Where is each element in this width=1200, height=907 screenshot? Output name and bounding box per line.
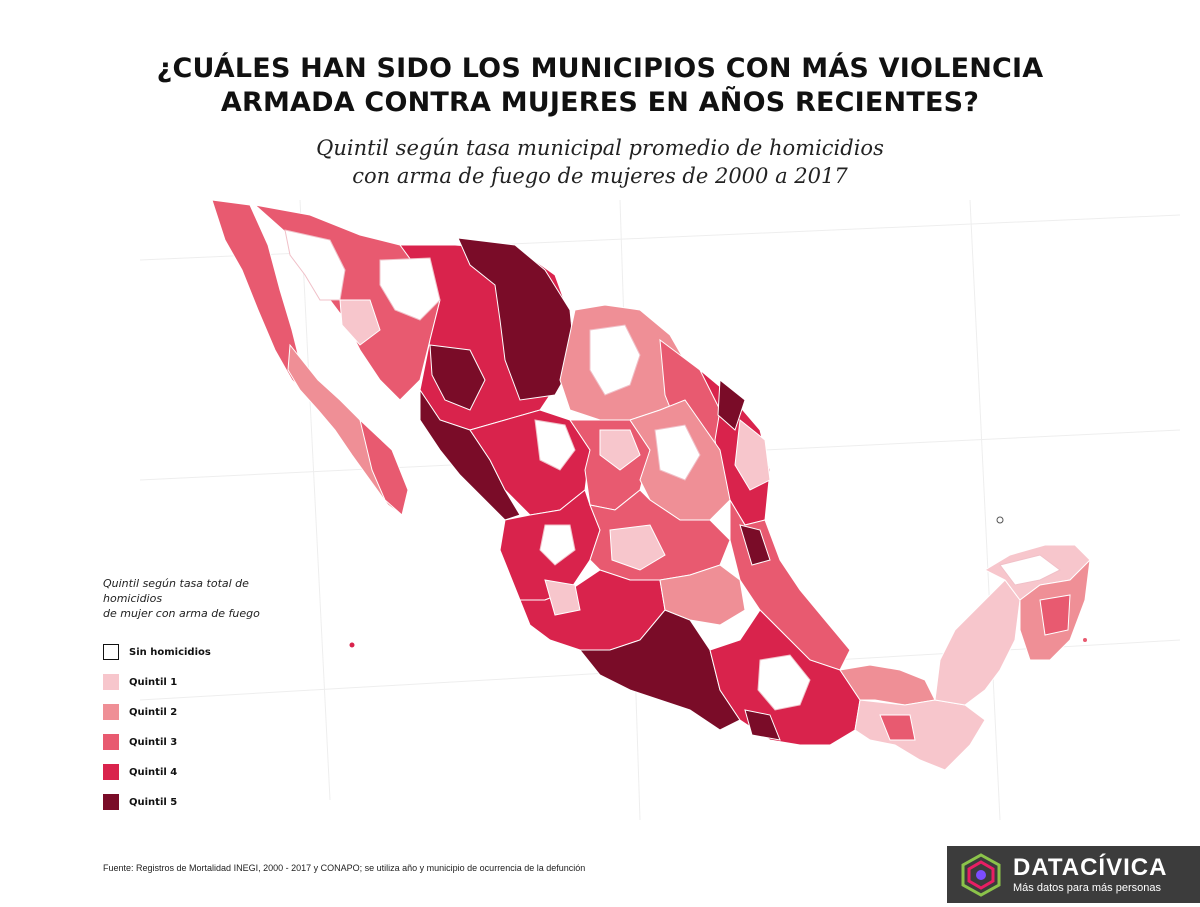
region-morelos-mex: [659, 564, 746, 626]
region-campeche: [934, 579, 1021, 706]
legend-title-line-1: Quintil según tasa total de homicidios: [103, 577, 249, 605]
legend-label: Sin homicidios: [129, 646, 211, 658]
region-oaxaca-q5: [744, 709, 781, 741]
region-chiapas-q3: [879, 714, 916, 741]
title-line-1: ¿CUÁLES HAN SIDO LOS MUNICIPIOS CON MÁS …: [156, 53, 1044, 84]
legend-swatch: [103, 734, 119, 750]
legend-swatch: [103, 764, 119, 780]
brand-name: DATACÍVICA: [1013, 853, 1168, 881]
region-chihuahua-q5: [457, 237, 576, 401]
region-jalisco-white: [539, 524, 576, 566]
legend-swatch: [103, 674, 119, 690]
brand-text: DATACÍVICA Más datos para más personas: [1013, 853, 1168, 895]
island-marker: [349, 642, 355, 648]
region-tamaulipas-q1: [734, 419, 771, 491]
region-chihuahua-q5b: [429, 344, 486, 411]
region-coahuila-white: [589, 324, 641, 396]
brand-tagline: Más datos para más personas: [1013, 881, 1161, 894]
legend-item-quintil-5: Quintil 5: [103, 787, 303, 817]
region-chiapas: [854, 699, 986, 771]
legend-item-quintil-2: Quintil 2: [103, 697, 303, 727]
island-marker: [996, 516, 1004, 524]
map-legend: Quintil según tasa total de homicidios d…: [103, 576, 303, 817]
region-yucatan-white: [999, 554, 1061, 586]
region-zacatecas-q1: [599, 429, 641, 471]
legend-label: Quintil 5: [129, 796, 178, 808]
datacivica-logo-icon: [961, 852, 1001, 897]
legend-label: Quintil 3: [129, 736, 178, 748]
legend-item-quintil-4: Quintil 4: [103, 757, 303, 787]
legend-label: Quintil 2: [129, 706, 178, 718]
legend-swatch: [103, 644, 119, 660]
region-sinaloa: [419, 388, 521, 521]
region-chihuahua-white: [379, 257, 441, 321]
region-quintana-roo-q3: [1039, 594, 1071, 636]
legend-label: Quintil 1: [129, 676, 178, 688]
region-bajio-q1: [609, 524, 666, 571]
brand-banner: DATACÍVICA Más datos para más personas: [947, 846, 1200, 903]
region-michoacan-q1: [544, 579, 581, 616]
island-marker: [1083, 638, 1087, 642]
legend-item-quintil-3: Quintil 3: [103, 727, 303, 757]
legend-swatch: [103, 704, 119, 720]
source-note: Fuente: Registros de Mortalidad INEGI, 2…: [103, 863, 586, 873]
region-tamaulipas-q5: [717, 379, 746, 431]
region-durango-white: [534, 419, 576, 471]
legend-title: Quintil según tasa total de homicidios d…: [103, 576, 303, 621]
legend-swatch: [103, 794, 119, 810]
page-subtitle: Quintil según tasa municipal promedio de…: [0, 134, 1200, 190]
legend-item-sin-homicidios: Sin homicidios: [103, 637, 303, 667]
legend-title-line-2: de mujer con arma de fuego: [103, 607, 260, 620]
region-sonora-q1: [339, 299, 381, 346]
page-title: ¿CUÁLES HAN SIDO LOS MUNICIPIOS CON MÁS …: [0, 52, 1200, 120]
region-baja-tip: [359, 418, 409, 516]
title-line-2: ARMADA CONTRA MUJERES EN AÑOS RECIENTES?: [220, 87, 980, 118]
subtitle-line-2: con arma de fuego de mujeres de 2000 a 2…: [352, 164, 848, 188]
subtitle-line-1: Quintil según tasa municipal promedio de…: [316, 136, 884, 160]
region-oaxaca-white: [757, 654, 811, 711]
region-sonora-white: [284, 229, 346, 301]
region-slp-white: [654, 424, 701, 481]
legend-item-quintil-1: Quintil 1: [103, 667, 303, 697]
legend-label: Quintil 4: [129, 766, 178, 778]
region-veracruz-q5: [739, 524, 771, 566]
